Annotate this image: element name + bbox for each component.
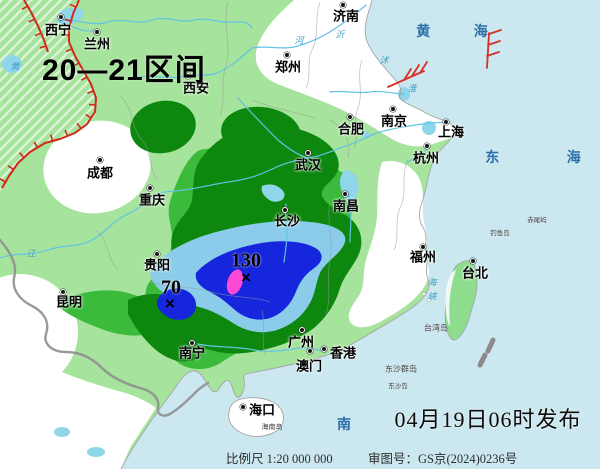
front-tick <box>28 18 35 23</box>
map-title: 20—21区间 <box>42 54 206 87</box>
front-tick <box>64 18 72 22</box>
coastline <box>120 0 455 469</box>
national-border <box>0 238 210 417</box>
front-tick <box>69 3 77 8</box>
front-tick <box>72 62 80 67</box>
front-tick <box>33 141 39 148</box>
front-tick <box>0 178 6 183</box>
taiwan-island <box>422 260 478 341</box>
front-line <box>0 0 97 189</box>
rain-area-heavy-storm <box>226 269 244 295</box>
front-tick <box>7 165 14 171</box>
rain-area-storm <box>156 241 322 320</box>
front-tick <box>76 122 82 129</box>
hatch-area <box>0 0 98 192</box>
front-tick <box>64 129 69 137</box>
front-tick <box>85 113 92 119</box>
front-tick <box>87 90 94 94</box>
hainan-island <box>228 397 284 437</box>
no-rain-areas <box>0 0 454 469</box>
approval-text: 审图号：GS京(2024)0236号 <box>368 452 518 466</box>
publish-time: 04月19日06时发布 <box>394 407 582 432</box>
front-tick <box>50 134 54 142</box>
front-tick <box>34 32 42 37</box>
front-tick <box>65 48 73 53</box>
front-tick <box>21 5 28 10</box>
front-tick <box>19 152 25 159</box>
province-borders <box>95 1 409 357</box>
wind-barb-icon <box>387 29 502 88</box>
front-tick <box>39 45 47 49</box>
front-tick <box>80 76 88 81</box>
boundary-dash-icon <box>477 337 496 368</box>
scale-text: 比例尺 1:20 000 000 <box>226 452 333 466</box>
